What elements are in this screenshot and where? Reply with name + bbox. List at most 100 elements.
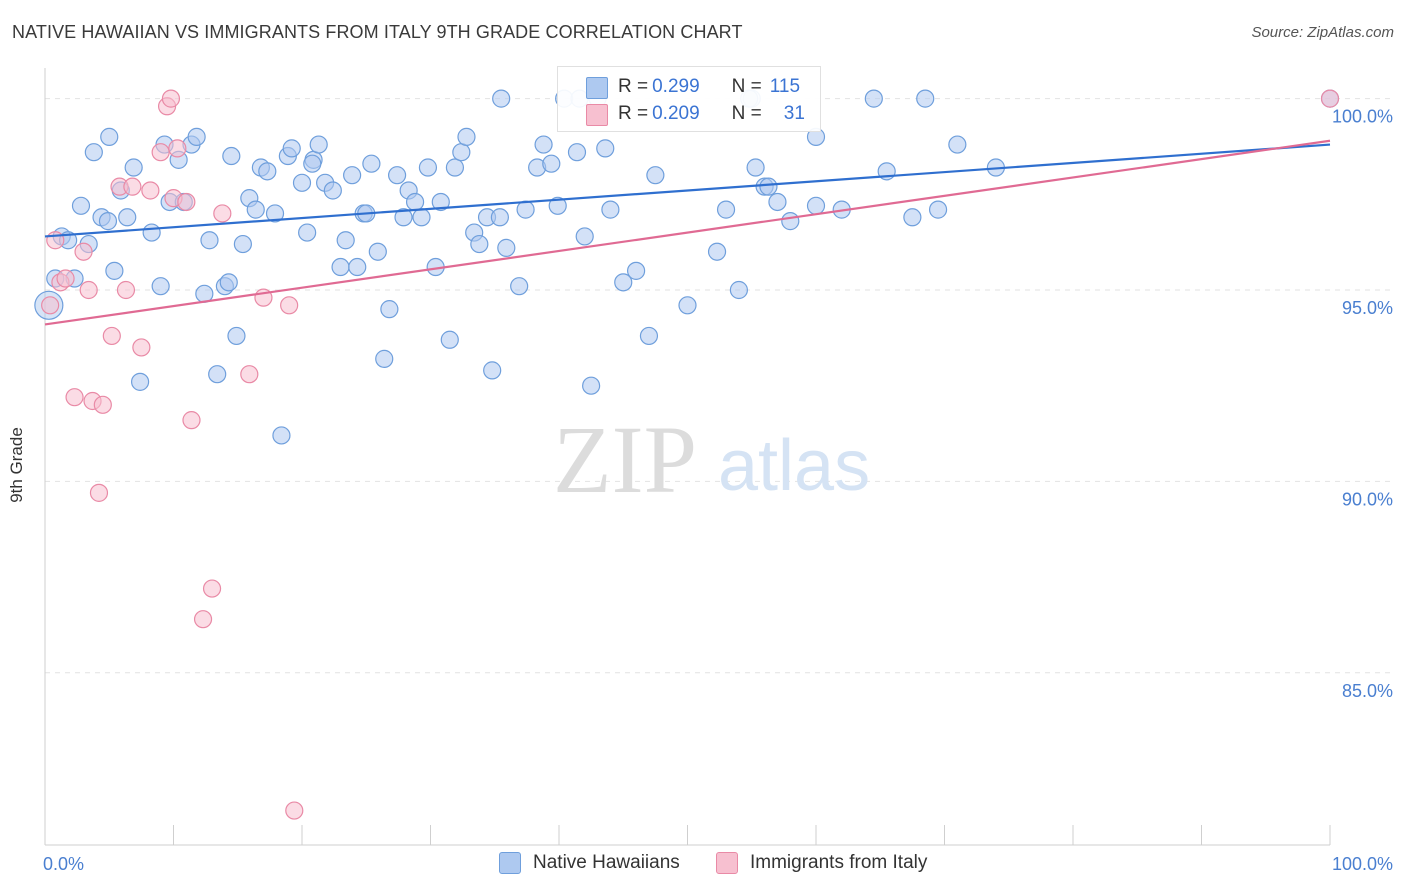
data-point [716, 200, 736, 219]
data-point [707, 242, 727, 261]
data-point [282, 139, 301, 158]
data-point [490, 208, 509, 227]
data-point [903, 208, 922, 227]
data-point [100, 127, 119, 146]
data-point [182, 411, 201, 430]
data-point [626, 261, 646, 280]
data-point [497, 238, 516, 257]
data-point [470, 234, 489, 254]
trend-line-native-hawaiians [44, 143, 1331, 238]
r-value: 0.209 [652, 103, 700, 124]
data-point [84, 143, 103, 162]
stats-legend: R = 0.299 N = 115 R = 0.209 N = 31 [557, 66, 821, 132]
legend-swatch-pink [716, 852, 738, 874]
data-point [323, 181, 342, 200]
legend-item-native-hawaiians: Native Hawaiians [499, 852, 680, 874]
data-point [729, 280, 749, 300]
y-tick-label: 85.0% [1342, 681, 1393, 701]
data-point [368, 242, 387, 261]
data-point [601, 200, 620, 219]
data-point [71, 196, 91, 215]
y-tick-label: 90.0% [1342, 489, 1393, 509]
watermark-zip: ZIP [553, 406, 697, 513]
data-point [639, 326, 659, 346]
data-point [151, 143, 170, 162]
data-point [394, 208, 413, 227]
data-point [116, 280, 136, 300]
data-point [916, 89, 935, 108]
data-point [79, 280, 98, 300]
data-point [298, 223, 317, 242]
data-point [336, 231, 355, 250]
data-point [74, 242, 93, 261]
data-point [510, 277, 529, 296]
data-point [678, 296, 697, 315]
data-point [1320, 89, 1340, 108]
data-point [208, 365, 227, 384]
n-label: N = [731, 76, 762, 97]
x-tick-label: 0.0% [43, 854, 84, 874]
data-point [542, 154, 561, 173]
chart-title: NATIVE HAWAIIAN VS IMMIGRANTS FROM ITALY… [12, 22, 743, 42]
x-tick-label: 100.0% [1332, 854, 1393, 874]
data-point [265, 204, 285, 223]
data-point [582, 376, 601, 395]
data-point [292, 173, 312, 192]
data-point [309, 135, 328, 154]
data-point [746, 158, 765, 177]
r-value: 0.299 [652, 76, 700, 97]
data-point [168, 139, 187, 158]
data-point [405, 192, 425, 212]
data-point [202, 579, 222, 598]
data-point [575, 227, 594, 246]
trend-lines [44, 139, 1331, 326]
legend-item-immigrants-from-italy: Immigrants from Italy [716, 852, 927, 874]
data-point [452, 143, 471, 162]
data-point [280, 296, 299, 315]
data-point [123, 177, 142, 196]
data-point [213, 204, 232, 223]
data-point [56, 269, 75, 288]
data-point [219, 273, 238, 292]
legend-row-blue: R = 0.299 N = 115 [618, 75, 800, 99]
data-point [412, 208, 431, 227]
data-point [768, 192, 787, 212]
data-point [141, 181, 160, 200]
data-point [864, 89, 883, 108]
data-point [285, 801, 304, 820]
tick-labels: 85.0% 90.0% 95.0% 100.0% 0.0% 100.0% [43, 107, 1393, 874]
data-point [781, 212, 800, 231]
watermark: ZIP atlas [553, 406, 870, 513]
data-point [516, 200, 535, 219]
data-point [41, 296, 60, 315]
data-point [348, 257, 367, 277]
data-point [534, 135, 553, 154]
data-point [440, 330, 459, 349]
source-label: Source: ZipAtlas.com [1251, 24, 1394, 41]
data-point [343, 166, 362, 185]
axes [44, 68, 1331, 846]
data-point [240, 365, 259, 384]
data-point [387, 166, 407, 185]
r-label: R = [618, 103, 649, 124]
data-point [806, 196, 826, 215]
data-point [258, 162, 277, 181]
data-point [928, 200, 948, 219]
data-point [418, 158, 438, 177]
data-point [457, 127, 476, 146]
legend-swatch-blue [499, 852, 521, 874]
data-point [130, 372, 150, 391]
data-point [233, 234, 252, 254]
data-point [272, 426, 291, 445]
data-point [375, 349, 394, 368]
data-point [380, 300, 399, 319]
data-point [331, 257, 350, 277]
legend-label: Immigrants from Italy [750, 852, 928, 873]
watermark-atlas: atlas [718, 426, 870, 506]
series-immigrants-from-italy [41, 89, 1340, 820]
data-point [177, 192, 196, 212]
legend-swatch-pink [586, 104, 608, 126]
data-point [246, 200, 265, 219]
data-point [98, 212, 118, 231]
